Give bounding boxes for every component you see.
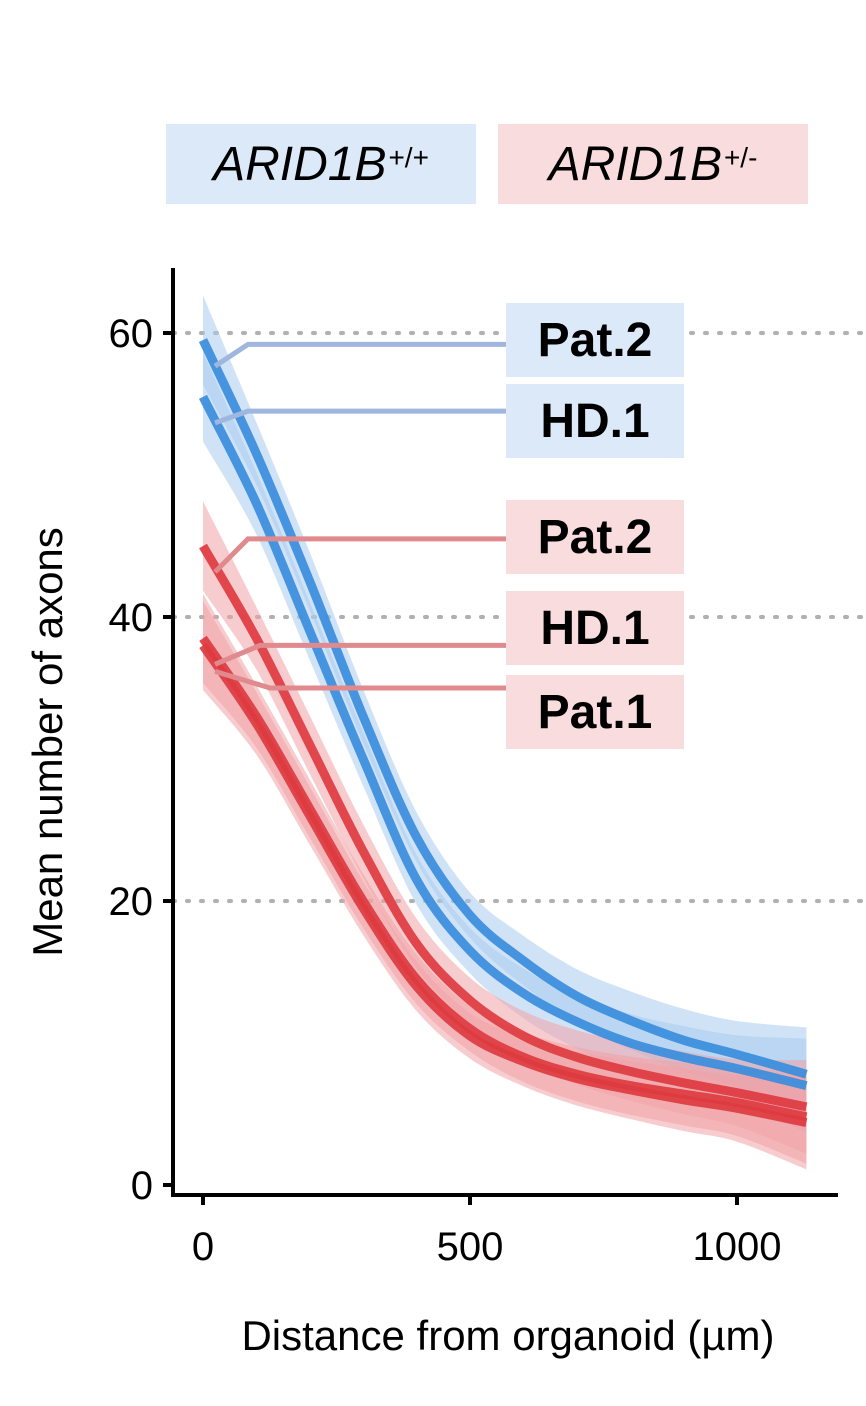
leader-ARID1B-HD1: [214, 642, 506, 667]
y-tick-label-0: 0: [131, 1164, 153, 1208]
leader-ARID1B-HD1: [214, 408, 506, 426]
x-tick-label-500: 500: [437, 1225, 504, 1269]
x-tick-label-1000: 1000: [693, 1225, 782, 1269]
y-tick-label-20: 20: [109, 880, 154, 924]
legend-wildtype: ARID1B +/+: [166, 124, 476, 204]
series-label-ARID1B-HD1: HD.1: [506, 384, 684, 458]
line-ARID1B-Pat2: [199, 543, 808, 1112]
legend-heterozygous-genotype: +/-: [723, 142, 758, 173]
x-tick-label-0: 0: [192, 1225, 214, 1269]
leader-layer: [213, 341, 506, 691]
legend-heterozygous: ARID1B +/-: [498, 124, 808, 204]
series-label-ARID1B-HD1: HD.1: [506, 591, 684, 665]
line-layer: [198, 338, 808, 1127]
y-axis-title: Mean number of axons: [24, 527, 71, 957]
series-label-ARID1B-Pat2: Pat.2: [506, 303, 684, 377]
y-tick-label-60: 60: [109, 312, 154, 356]
band-layer: [203, 295, 807, 1170]
leader-ARID1B-Pat1: [214, 669, 506, 691]
line-ARID1B-HD1: [198, 394, 808, 1090]
grid-layer: [171, 331, 866, 903]
series-label-ARID1B-Pat1: Pat.1: [506, 675, 684, 749]
series-label-ARID1B-Pat2: Pat.2: [506, 500, 684, 574]
line-ARID1B-Pat1: [199, 642, 808, 1127]
legend-heterozygous-gene: ARID1B: [548, 137, 722, 191]
legend-wildtype-gene: ARID1B: [213, 137, 387, 191]
x-axis-title: Distance from organoid (µm): [241, 1312, 774, 1359]
leader-ARID1B-Pat2: [213, 341, 506, 369]
legend-wildtype-genotype: +/+: [388, 142, 429, 173]
axis-layer: 0 20 40 60 0 500 1000: [109, 268, 838, 1269]
leader-ARID1B-Pat2: [213, 536, 506, 574]
line-ARID1B-Pat2: [198, 338, 808, 1079]
y-tick-label-40: 40: [109, 596, 154, 640]
